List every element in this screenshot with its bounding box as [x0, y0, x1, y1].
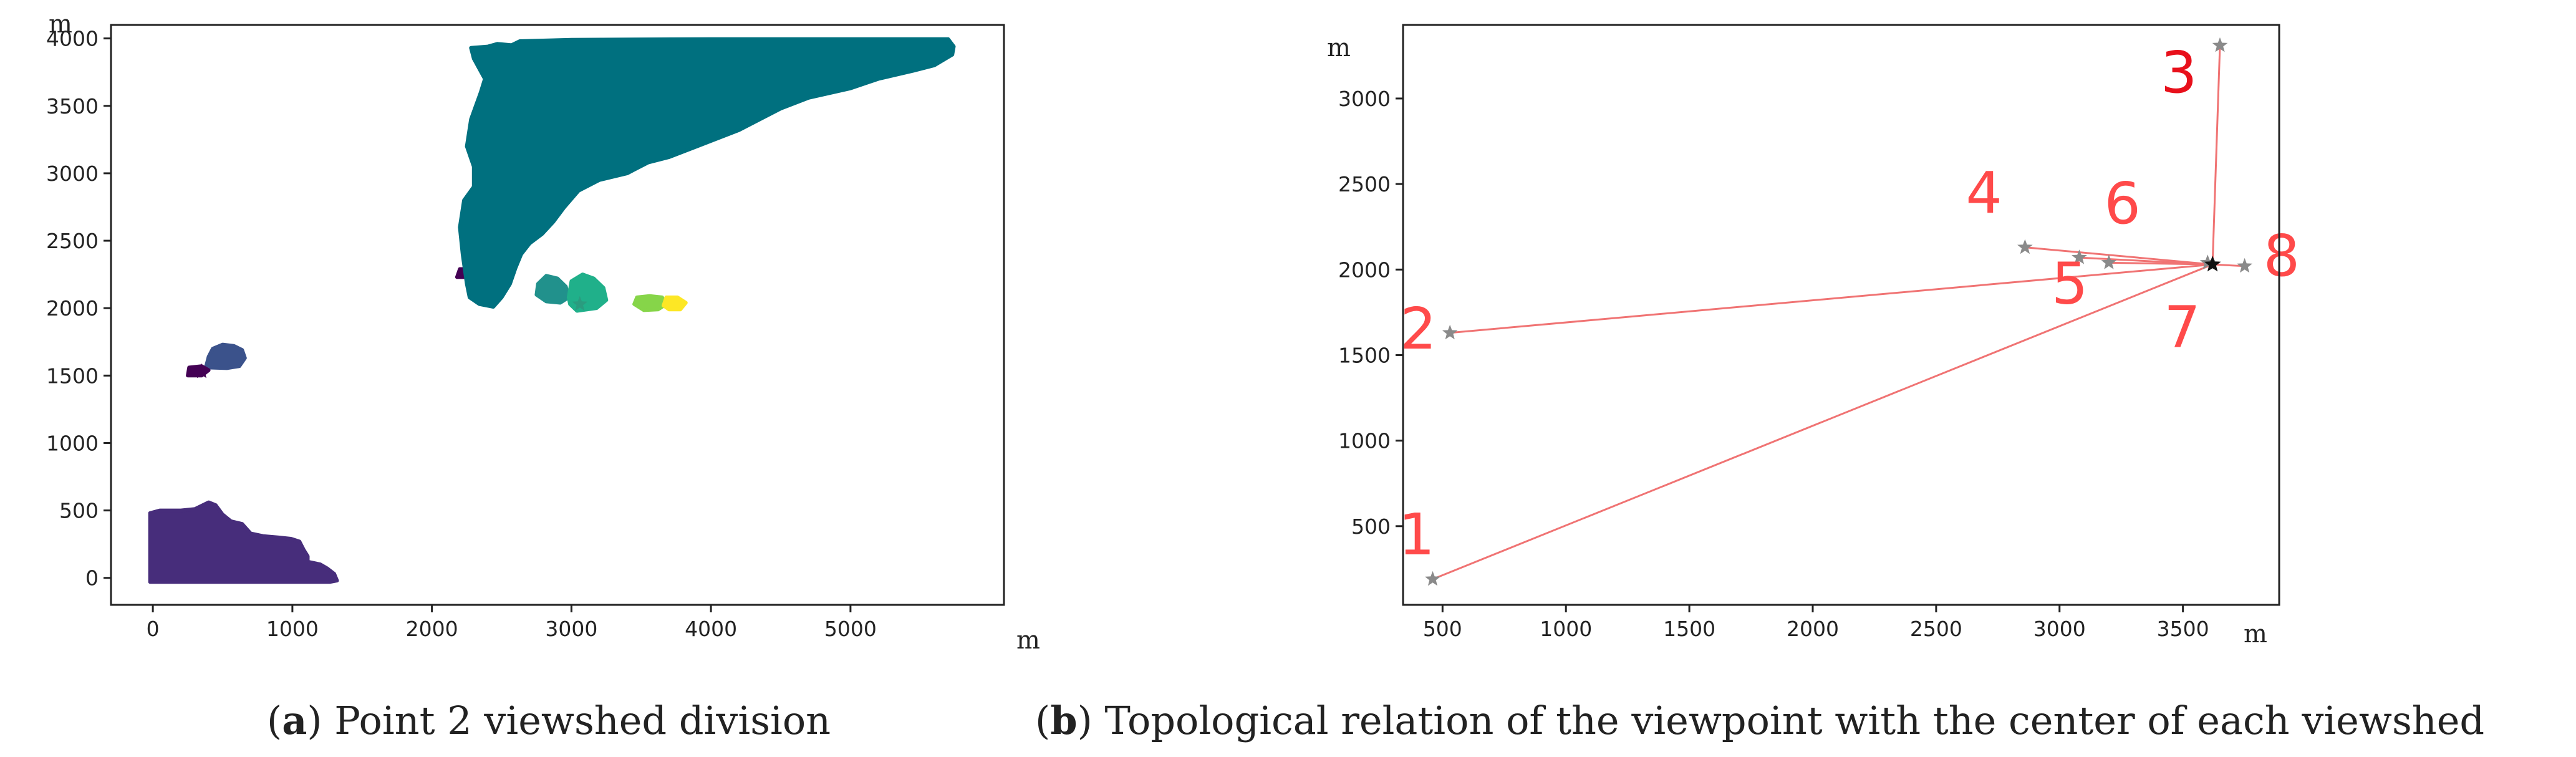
- y-tick-label: 4000: [46, 27, 99, 51]
- y-tick-label: 2000: [1338, 258, 1391, 282]
- viewshed-region-5: [458, 37, 956, 309]
- y-tick-label: 0: [85, 566, 99, 591]
- link-line-4: [2025, 246, 2213, 266]
- panel-b-x-unit: m: [2244, 620, 2267, 649]
- link-line-3: [2211, 45, 2221, 265]
- viewshed-region-1: [148, 500, 339, 584]
- caption-b-text: Topological relation of the viewpoint wi…: [1093, 698, 2484, 743]
- center-point-3: [2212, 37, 2228, 52]
- center-point-4: [2017, 239, 2033, 254]
- panel-b-x-ticks: 500 1000 1500 2000 2500 3000 3500: [1423, 605, 2209, 641]
- point-label-2: 2: [1400, 296, 1437, 362]
- point-label-4: 4: [1966, 160, 2002, 227]
- x-tick-label: 3500: [2157, 617, 2209, 641]
- y-tick-label: 1000: [1338, 429, 1391, 453]
- marker-2: [572, 296, 588, 311]
- x-tick-label: 1000: [266, 617, 319, 641]
- viewshed-region-9: [662, 295, 688, 312]
- center-point-6: [2072, 249, 2087, 264]
- link-line-8: [2212, 263, 2245, 268]
- center-point-5: [2101, 254, 2117, 269]
- viewshed-region-8: [632, 294, 668, 312]
- marker-1: [194, 363, 210, 378]
- panel-a-y-unit: m: [49, 10, 72, 39]
- y-tick-label: 500: [1351, 514, 1391, 539]
- point-label-1: 1: [1398, 501, 1435, 568]
- y-tick-label: 2500: [1338, 172, 1391, 196]
- y-tick-label: 1500: [1338, 343, 1391, 367]
- panel-a-frame: [110, 24, 1005, 606]
- y-tick-label: 3000: [1338, 87, 1391, 111]
- x-tick-label: 1000: [1540, 617, 1592, 641]
- center-point-1: [1425, 571, 1440, 586]
- x-tick-label: 3000: [2033, 617, 2086, 641]
- panel-b-frame: [1402, 24, 2280, 606]
- point-label-5: 5: [2052, 250, 2088, 317]
- panel-b-y-unit: m: [1327, 34, 1351, 62]
- y-tick-label: 500: [59, 499, 99, 523]
- panel-a-y-ticks: 0 500 1000 1500 2000 2500 3000 3500 4000: [46, 27, 111, 591]
- x-tick-label: 2000: [1787, 617, 1839, 641]
- viewshed-region-6: [534, 274, 571, 305]
- caption-a: (a) Point 2 viewshed division: [267, 698, 831, 743]
- x-tick-label: 4000: [685, 617, 737, 641]
- x-tick-label: 5000: [824, 617, 877, 641]
- viewpoint-marker: [2204, 256, 2221, 272]
- x-tick-label: 1500: [1663, 617, 1715, 641]
- link-line-6: [2079, 256, 2213, 266]
- link-line-1: [1432, 263, 2213, 581]
- viewshed-region-2: [204, 342, 247, 370]
- center-point-8: [2237, 258, 2252, 273]
- link-line-2: [1450, 263, 2213, 334]
- y-tick-label: 1000: [46, 431, 99, 455]
- x-tick-label: 0: [147, 617, 160, 641]
- point-label-6: 6: [2104, 170, 2141, 237]
- center-point-2: [1442, 324, 1458, 340]
- panel-a-plot: [148, 37, 956, 584]
- panel-a: 0 1000 2000 3000 4000 5000 0 500 1000 1500 2000 25…: [46, 10, 1040, 655]
- panel-b-y-ticks: 500 1000 1500 2000 2500 3000: [1338, 87, 1403, 539]
- y-tick-label: 1500: [46, 364, 99, 388]
- caption-a-letter: a: [282, 698, 307, 743]
- y-tick-label: 2500: [46, 229, 99, 253]
- panel-a-x-ticks: 0 1000 2000 3000 4000 5000: [147, 605, 877, 641]
- point-label-3: 3: [2161, 39, 2197, 106]
- y-tick-label: 3000: [46, 162, 99, 186]
- x-tick-label: 2000: [406, 617, 458, 641]
- panel-a-x-unit: m: [1016, 626, 1040, 655]
- caption-a-text: Point 2 viewshed division: [322, 698, 831, 743]
- caption-b: (b) Topological relation of the viewpoin…: [1035, 698, 2484, 743]
- point-label-7: 7: [2164, 294, 2201, 360]
- x-tick-label: 3000: [545, 617, 597, 641]
- y-tick-label: 3500: [46, 94, 99, 118]
- viewshed-region-7: [566, 272, 609, 313]
- point-label-8: 8: [2264, 223, 2300, 289]
- x-tick-label: 2500: [1910, 617, 1962, 641]
- caption-b-letter: b: [1050, 698, 1077, 743]
- y-tick-label: 2000: [46, 296, 99, 321]
- x-tick-label: 500: [1423, 617, 1462, 641]
